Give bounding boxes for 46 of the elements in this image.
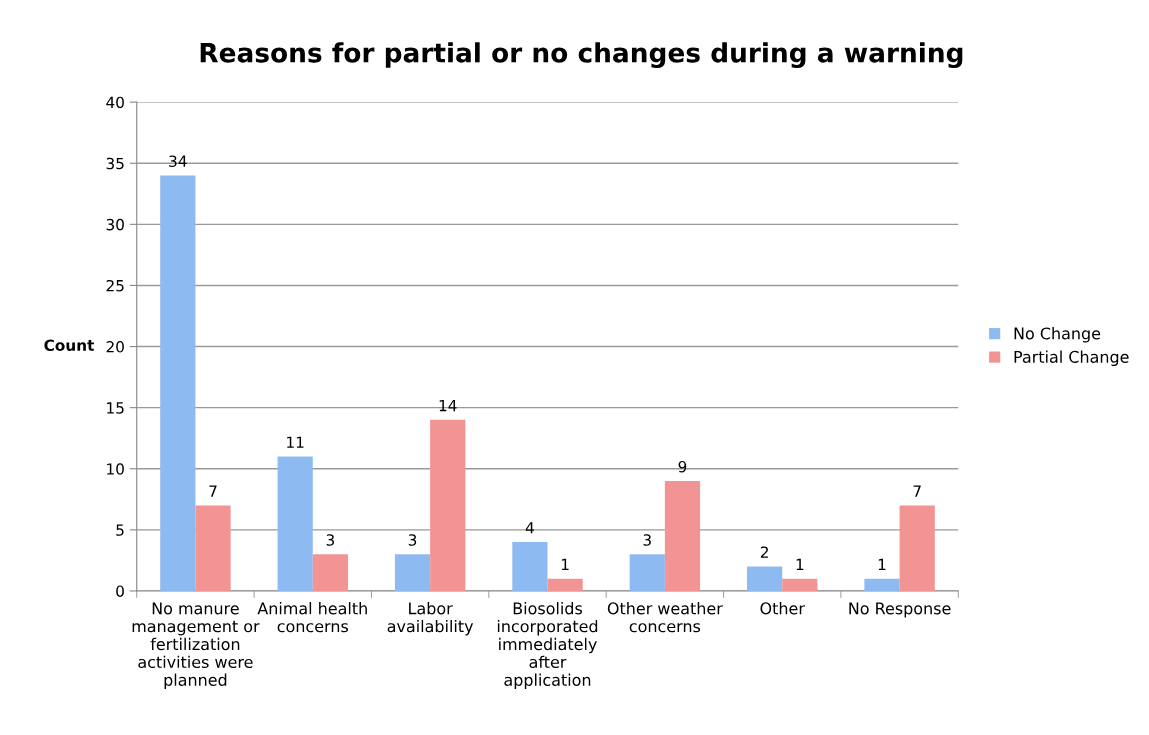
bar xyxy=(312,554,348,591)
y-tick-label: 30 xyxy=(106,218,124,231)
bar xyxy=(864,578,900,591)
y-tick-label: 15 xyxy=(107,402,124,414)
x-tick-label: No Response xyxy=(849,602,951,618)
bar xyxy=(747,566,783,591)
data-label: 34 xyxy=(169,155,187,167)
bar xyxy=(277,456,313,591)
bar xyxy=(160,175,196,591)
y-tick-label: 5 xyxy=(116,524,124,536)
data-label: 1 xyxy=(561,558,569,570)
bar xyxy=(664,480,701,591)
data-label: 11 xyxy=(287,436,304,448)
y-tick-label: 25 xyxy=(106,279,124,292)
y-tick-label: 40 xyxy=(106,96,124,109)
y-tick-label: 10 xyxy=(107,463,124,475)
bar xyxy=(899,505,935,591)
x-tick-label: Other weather concerns xyxy=(607,602,723,633)
bar xyxy=(512,542,548,591)
bar xyxy=(394,554,431,591)
bar xyxy=(629,554,665,591)
y-tick-label: 20 xyxy=(106,341,124,353)
bar xyxy=(782,578,818,591)
bar xyxy=(195,505,231,591)
data-label: 9 xyxy=(678,460,687,473)
data-label: 7 xyxy=(913,485,921,497)
chart-title: Reasons for partial or no changes during a warning xyxy=(200,42,963,68)
bar xyxy=(547,578,583,591)
legend-label: No Change xyxy=(1014,327,1101,343)
data-label: 1 xyxy=(796,558,804,570)
data-label: 7 xyxy=(209,485,217,497)
data-label: 3 xyxy=(326,534,335,546)
data-label: 3 xyxy=(643,534,651,546)
bar xyxy=(430,419,466,591)
x-tick-label: Labor availability xyxy=(387,602,474,636)
legend-label: Partial Change xyxy=(1014,350,1129,366)
data-label: 4 xyxy=(525,522,534,534)
y-tick-label: 35 xyxy=(106,157,124,170)
x-tick-label: Other xyxy=(760,602,805,615)
data-label: 3 xyxy=(408,534,417,546)
data-label: 2 xyxy=(760,546,768,558)
x-tick-label: Biosolids incorporated immediately after application xyxy=(497,602,598,690)
y-tick-label: 0 xyxy=(116,585,124,597)
data-label: 1 xyxy=(878,558,886,570)
y-axis-title: Count xyxy=(44,339,95,351)
data-label: 14 xyxy=(439,400,457,412)
